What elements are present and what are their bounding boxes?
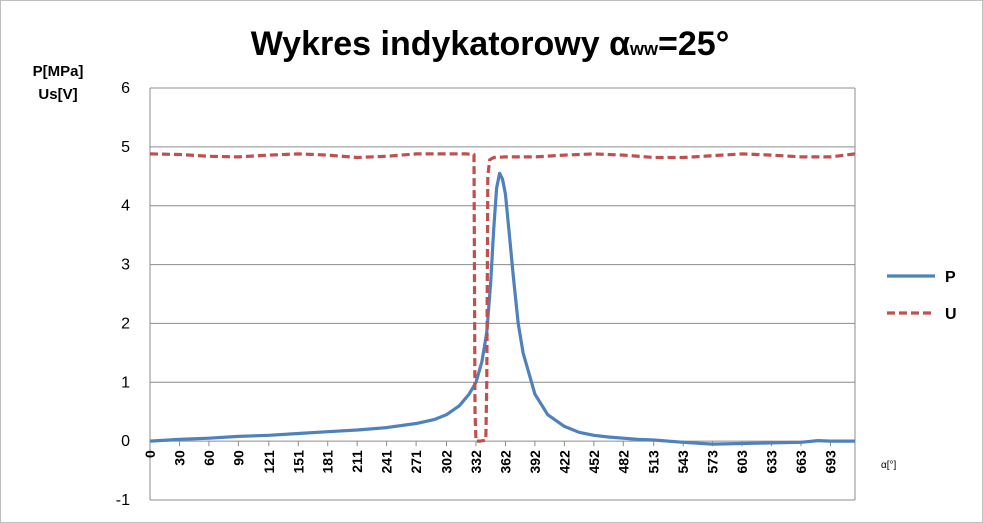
x-tick-label: 543 xyxy=(675,450,691,474)
x-tick-label: 151 xyxy=(290,450,306,474)
chart-title-main: Wykres indykatorowy α xyxy=(251,25,630,63)
x-tick-label: 60 xyxy=(201,450,217,466)
x-tick-label: 362 xyxy=(497,450,513,474)
y-tick-label: 4 xyxy=(121,198,130,215)
legend-label-u: U xyxy=(945,306,957,323)
x-tick-label: 573 xyxy=(705,450,721,474)
x-tick-label: 332 xyxy=(468,450,484,474)
x-tick-label: 633 xyxy=(764,450,780,474)
x-tick-label: 181 xyxy=(320,450,336,474)
y-axis-label-voltage: Us[V] xyxy=(38,86,77,103)
y-tick-label: -1 xyxy=(116,492,130,509)
y-axis-label-pressure: P[MPa] xyxy=(33,63,84,80)
x-tick-label: 663 xyxy=(793,450,809,474)
x-tick-label: 271 xyxy=(408,450,424,474)
x-tick-label: 211 xyxy=(349,450,365,473)
x-axis-label: α[°] xyxy=(881,460,897,471)
x-tick-label: 30 xyxy=(171,450,187,466)
y-tick-label: 3 xyxy=(121,257,130,274)
y-tick-label: 0 xyxy=(121,433,130,450)
x-tick-label: 121 xyxy=(261,450,277,474)
x-tick-label: 302 xyxy=(439,450,455,474)
x-tick-label: 90 xyxy=(230,450,246,466)
x-tick-label: 513 xyxy=(646,450,662,474)
y-tick-label: 5 xyxy=(121,139,130,156)
legend-label-p: P xyxy=(945,269,956,286)
x-tick-label: 422 xyxy=(556,450,572,474)
x-tick-label: 482 xyxy=(615,450,631,474)
x-tick-label: 0 xyxy=(142,450,158,458)
chart-title-tail: =25° xyxy=(658,25,729,63)
x-tick-label: 693 xyxy=(822,450,838,474)
series-line-p xyxy=(149,171,855,446)
series-line-u xyxy=(149,152,856,443)
y-tick-label: 1 xyxy=(121,374,130,391)
y-tick-label: 2 xyxy=(121,315,130,332)
x-tick-label: 392 xyxy=(527,450,543,474)
chart-title: Wykres indykatorowy αww=25° xyxy=(251,25,730,63)
x-tick-label: 603 xyxy=(734,450,750,474)
y-tick-label: 6 xyxy=(121,80,130,97)
x-tick-label: 241 xyxy=(379,450,395,474)
chart-title-sub: ww xyxy=(629,39,659,59)
x-tick-label: 452 xyxy=(586,450,602,474)
